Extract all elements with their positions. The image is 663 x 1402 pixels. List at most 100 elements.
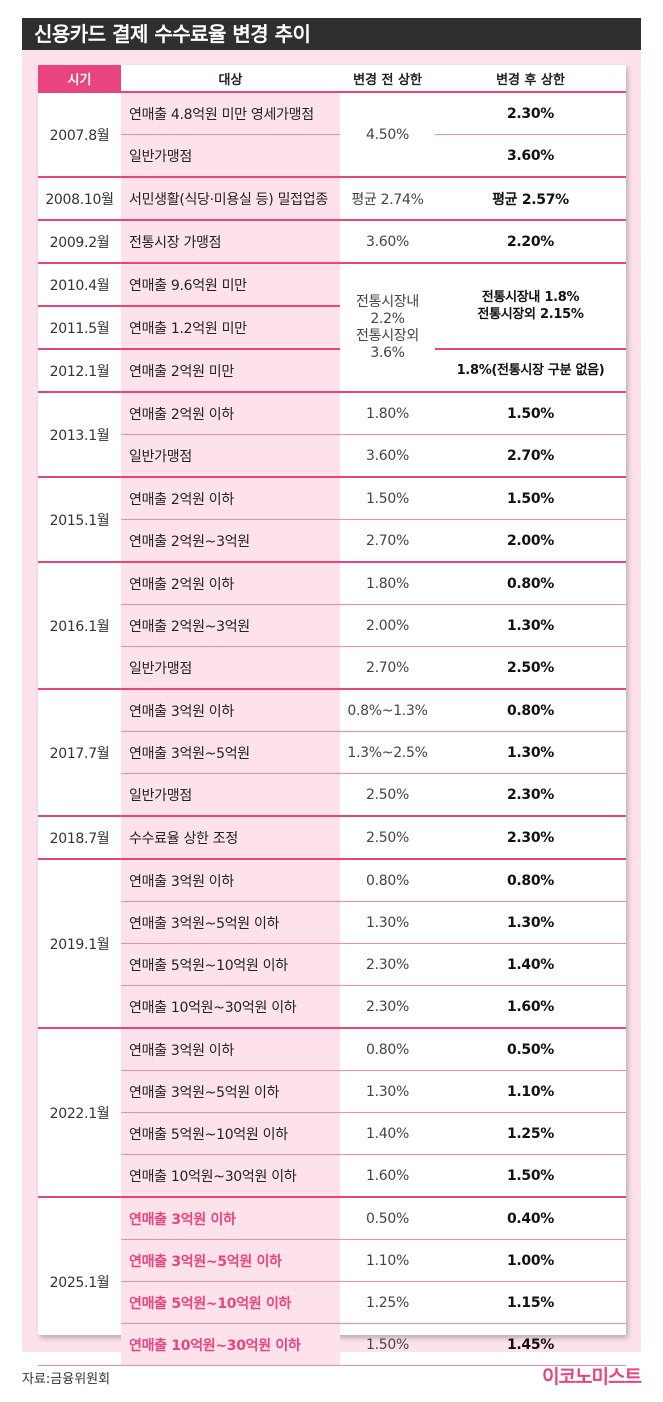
- target-cell: 서민생활(식당·미용실 등) 밀접업종: [121, 176, 340, 221]
- period-cell: 2007.8월: [38, 91, 121, 178]
- target-cell: 연매출 2억원~3억원: [121, 519, 340, 563]
- after-cell: 1.45%: [435, 1323, 626, 1366]
- before-cell: 1.3%~2.5%: [340, 731, 435, 774]
- table-panel: 시기 대상 변경 전 상한 변경 후 상한 2007.8월 연매출 4.8억원 …: [22, 50, 641, 1366]
- before-cell: 2.50%: [340, 815, 435, 860]
- target-cell: 연매출 3억원~5억원 이하: [121, 1070, 340, 1113]
- target-cell: 연매출 2억원 이하: [121, 391, 340, 435]
- table-row: 2009.2월 전통시장 가맹점 3.60% 2.20%: [38, 219, 626, 264]
- table-row: 2007.8월 연매출 4.8억원 미만 영세가맹점 4.50% 2.30%: [38, 91, 626, 178]
- table-row: 2015.1월 연매출 2억원 이하 1.50% 1.50%: [38, 476, 626, 563]
- header-period: 시기: [38, 65, 121, 93]
- target-cell: 전통시장 가맹점: [121, 219, 340, 264]
- after-cell: 2.30%: [435, 91, 626, 135]
- period-cell: 2013.1월: [38, 391, 121, 478]
- target-cell: 연매출 2억원 이하: [121, 476, 340, 520]
- target-cell: 연매출 5억원~10억원 이하: [121, 943, 340, 986]
- before-cell: 1.50%: [340, 1323, 435, 1366]
- before-cell: 2.30%: [340, 985, 435, 1029]
- table-row: 2016.1월 연매출 2억원 이하 1.80% 0.80%: [38, 561, 626, 690]
- target-cell: 연매출 5억원~10억원 이하: [121, 1112, 340, 1155]
- header-after: 변경 후 상한: [435, 65, 626, 93]
- table-row: 2018.7월 수수료율 상한 조정 2.50% 2.30%: [38, 815, 626, 860]
- after-cell: 1.50%: [435, 476, 626, 520]
- after-cell: 2.30%: [435, 773, 626, 817]
- after-cell: 1.30%: [435, 731, 626, 774]
- target-cell: 연매출 3억원~5억원 이하: [121, 1239, 340, 1282]
- target-cell: 연매출 1.2억원 미만: [121, 305, 340, 350]
- table-row: 연매출 10억원~30억원 이하 1.60% 1.50%: [38, 1154, 626, 1198]
- source-note: 자료:금융위원회: [22, 1372, 111, 1387]
- target-cell: 연매출 3억원 이하: [121, 1027, 340, 1071]
- before-cell: 3.60%: [340, 219, 435, 264]
- after-cell: 0.80%: [435, 858, 626, 902]
- after-cell: 0.40%: [435, 1196, 626, 1240]
- table-row: 2017.7월 연매출 3억원 이하 0.8%~1.3% 0.80%: [38, 688, 626, 817]
- before-cell: 0.80%: [340, 1027, 435, 1071]
- table-header-row: 시기 대상 변경 전 상한 변경 후 상한: [38, 65, 626, 93]
- after-cell: 1.25%: [435, 1112, 626, 1155]
- target-cell: 수수료율 상한 조정: [121, 815, 340, 860]
- target-cell: 연매출 3억원~5억원: [121, 731, 340, 774]
- table-row: 연매출 3억원~5억원 1.3%~2.5% 1.30%: [38, 731, 626, 774]
- period-cell: 2018.7월: [38, 815, 121, 860]
- header-before: 변경 전 상한: [340, 65, 435, 93]
- after-cell: 2.00%: [435, 519, 626, 563]
- table-row: 일반가맹점 2.70% 2.50%: [38, 646, 626, 690]
- table-sheet: 시기 대상 변경 전 상한 변경 후 상한 2007.8월 연매출 4.8억원 …: [38, 65, 626, 1366]
- publisher-logo: 이코노미스트: [542, 1366, 642, 1388]
- target-cell: 연매출 5억원~10억원 이하: [121, 1281, 340, 1324]
- target-cell: 연매출 3억원 이하: [121, 688, 340, 732]
- table-row: 2010.4월 연매출 9.6억원 미만 전통시장내 2.2% 전통시장외 3.…: [38, 262, 626, 393]
- table-row: 연매출 3억원~5억원 이하 1.10% 1.00%: [38, 1239, 626, 1282]
- period-cell: 2012.1월: [38, 348, 121, 393]
- before-cell: 1.50%: [340, 476, 435, 520]
- before-cell: 2.30%: [340, 943, 435, 986]
- target-cell: 연매출 3억원~5억원 이하: [121, 901, 340, 944]
- after-cell: 1.40%: [435, 943, 626, 986]
- after-cell: 3.60%: [435, 134, 626, 178]
- page-title: 신용카드 결제 수수료율 변경 추이: [22, 18, 641, 50]
- before-line: 2.2%: [370, 310, 405, 327]
- after-cell: 1.00%: [435, 1239, 626, 1282]
- target-cell: 연매출 2억원 미만: [121, 348, 340, 393]
- after-cell: 2.70%: [435, 434, 626, 478]
- target-cell: 연매출 10억원~30억원 이하: [121, 1154, 340, 1198]
- period-cell: 2025.1월: [38, 1196, 121, 1366]
- after-cell: 1.30%: [435, 901, 626, 944]
- header-target: 대상: [121, 65, 340, 93]
- after-cell: 1.8%(전통시장 구분 없음): [435, 348, 626, 393]
- before-cell: 0.50%: [340, 1196, 435, 1240]
- period-cell: 2017.7월: [38, 688, 121, 817]
- after-cell: 2.50%: [435, 646, 626, 690]
- target-cell: 연매출 10억원~30억원 이하: [121, 985, 340, 1029]
- target-cell: 연매출 4.8억원 미만 영세가맹점: [121, 91, 340, 135]
- after-cell: 2.20%: [435, 219, 626, 264]
- after-cell: 1.15%: [435, 1281, 626, 1324]
- table-row: 연매출 5억원~10억원 이하 1.25% 1.15%: [38, 1281, 626, 1324]
- table-row: 2013.1월 연매출 2억원 이하 1.80% 1.50%: [38, 391, 626, 478]
- table-row: 연매출 5억원~10억원 이하 1.40% 1.25%: [38, 1112, 626, 1155]
- before-cell: 1.80%: [340, 391, 435, 435]
- target-cell: 연매출 9.6억원 미만: [121, 262, 340, 307]
- after-cell: 2.30%: [435, 815, 626, 860]
- before-cell: 2.70%: [340, 519, 435, 563]
- before-cell: 0.80%: [340, 858, 435, 902]
- before-cell: 2.50%: [340, 773, 435, 817]
- before-cell: 2.70%: [340, 646, 435, 690]
- after-line: 전통시장내 1.8%: [481, 290, 580, 305]
- period-cell: 2011.5월: [38, 305, 121, 350]
- before-cell: 1.40%: [340, 1112, 435, 1155]
- table-row: 연매출 10억원~30억원 이하 2.30% 1.60%: [38, 985, 626, 1029]
- table-row: 2025.1월 연매출 3억원 이하 0.50% 0.40%: [38, 1196, 626, 1366]
- table-row: 2022.1월 연매출 3억원 이하 0.80% 0.50%: [38, 1027, 626, 1198]
- after-cell: 1.30%: [435, 604, 626, 647]
- target-cell: 연매출 2억원 이하: [121, 561, 340, 605]
- period-cell: 2019.1월: [38, 858, 121, 1029]
- table-row: 연매출 5억원~10억원 이하 2.30% 1.40%: [38, 943, 626, 986]
- period-cell: 2016.1월: [38, 561, 121, 690]
- table-row: 연매출 3억원~5억원 이하 1.30% 1.30%: [38, 901, 626, 944]
- before-cell: 3.60%: [340, 434, 435, 478]
- table-row: 연매출 10억원~30억원 이하 1.50% 1.45%: [38, 1323, 626, 1366]
- target-cell: 연매출 10억원~30억원 이하: [121, 1323, 340, 1366]
